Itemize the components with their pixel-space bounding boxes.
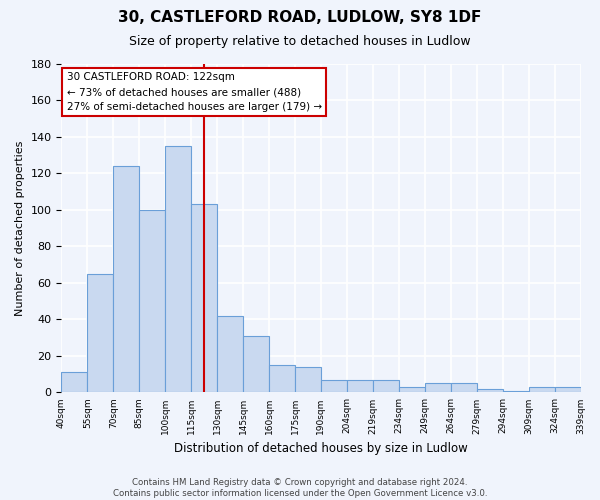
Text: Contains HM Land Registry data © Crown copyright and database right 2024.
Contai: Contains HM Land Registry data © Crown c… xyxy=(113,478,487,498)
Text: 30 CASTLEFORD ROAD: 122sqm
← 73% of detached houses are smaller (488)
27% of sem: 30 CASTLEFORD ROAD: 122sqm ← 73% of deta… xyxy=(67,72,322,112)
Bar xyxy=(269,365,295,392)
Text: Size of property relative to detached houses in Ludlow: Size of property relative to detached ho… xyxy=(129,35,471,48)
Bar xyxy=(529,387,554,392)
Bar xyxy=(243,336,269,392)
Bar xyxy=(61,372,88,392)
Bar xyxy=(373,380,399,392)
X-axis label: Distribution of detached houses by size in Ludlow: Distribution of detached houses by size … xyxy=(174,442,468,455)
Bar xyxy=(554,387,581,392)
Bar xyxy=(113,166,139,392)
Bar xyxy=(165,146,191,392)
Bar xyxy=(139,210,165,392)
Y-axis label: Number of detached properties: Number of detached properties xyxy=(15,140,25,316)
Bar xyxy=(399,387,425,392)
Bar xyxy=(451,384,476,392)
Bar xyxy=(295,367,321,392)
Bar xyxy=(347,380,373,392)
Bar xyxy=(217,316,243,392)
Bar xyxy=(425,384,451,392)
Bar xyxy=(476,389,503,392)
Bar xyxy=(321,380,347,392)
Bar xyxy=(503,390,529,392)
Bar xyxy=(88,274,113,392)
Text: 30, CASTLEFORD ROAD, LUDLOW, SY8 1DF: 30, CASTLEFORD ROAD, LUDLOW, SY8 1DF xyxy=(118,10,482,25)
Bar xyxy=(191,204,217,392)
